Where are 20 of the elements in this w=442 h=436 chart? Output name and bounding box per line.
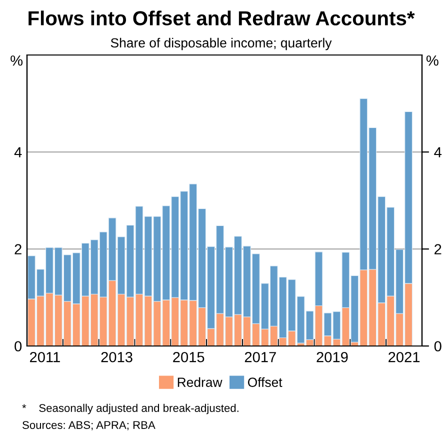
y2-tick-label: 0	[434, 341, 442, 352]
y2-tick-label: 4	[434, 147, 442, 158]
y-axis-title: %	[10, 55, 23, 66]
x-tick-label: 2011	[30, 352, 60, 362]
text: * Seasonally adjusted and break-adjusted.	[22, 404, 238, 414]
chart-title: Flows into Offset and Redraw Accounts*	[28, 10, 415, 26]
chart-subtitle: Share of disposable income; quarterly	[110, 38, 332, 50]
y-tick-label: 0	[14, 341, 22, 352]
y2-tick-label: 2	[434, 244, 442, 254]
legend-label: Redraw	[178, 377, 222, 387]
x-tick-label: 2019	[316, 352, 348, 362]
x-tick-label: 2017	[244, 352, 276, 362]
x-tick-label: 2015	[173, 352, 204, 362]
y2-axis-title: %	[426, 55, 438, 66]
source-note: Sources: ABS; APRA; RBA	[22, 421, 156, 430]
x-tick-label: 2013	[101, 352, 132, 362]
x-tick-label: 2021	[388, 352, 420, 362]
y-tick-label: 2	[14, 244, 22, 254]
y-tick-label: 4	[14, 147, 22, 158]
legend-label: Offset	[248, 377, 282, 387]
